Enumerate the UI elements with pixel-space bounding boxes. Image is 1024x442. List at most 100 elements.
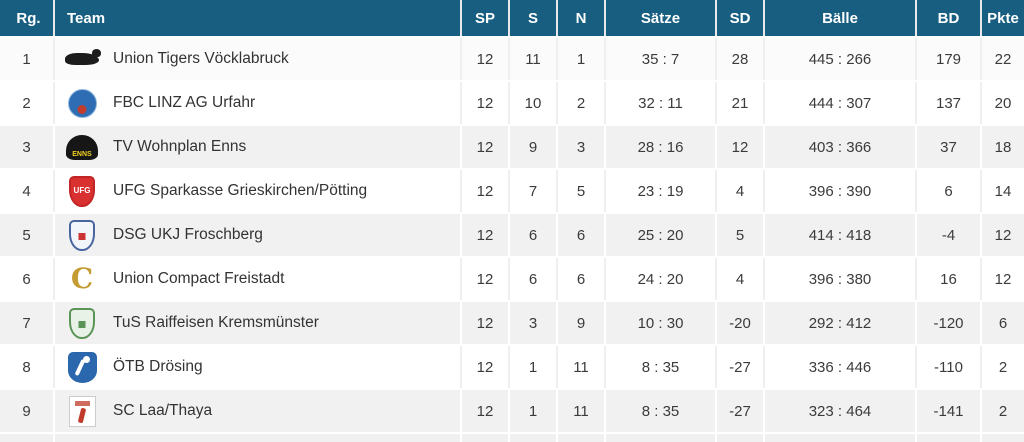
cell-empty [765, 434, 917, 442]
cell-s: 7 [510, 170, 558, 212]
cell-pkte: 18 [982, 126, 1024, 168]
cell-baelle: 336 : 446 [765, 346, 917, 388]
cell-bd: -141 [917, 390, 982, 432]
team-name[interactable]: UFG Sparkasse Grieskirchen/Pötting [113, 182, 368, 199]
cell-empty [55, 434, 462, 442]
cell-rank: 6 [0, 258, 55, 300]
cell-pkte: 2 [982, 346, 1024, 388]
team-name[interactable]: TuS Raiffeisen Kremsmünster [113, 314, 319, 331]
cell-bd: -120 [917, 302, 982, 344]
cell-team: TuS Raiffeisen Kremsmünster [55, 302, 462, 344]
cell-team: Union Tigers Vöcklabruck [55, 38, 462, 80]
table-row-partial [0, 434, 1024, 442]
cell-bd: 179 [917, 38, 982, 80]
team-logo-letter-icon: C [71, 265, 93, 293]
column-header-pkte: Pkte [982, 0, 1024, 36]
team-logo [63, 42, 101, 76]
cell-sd: 4 [717, 258, 765, 300]
cell-n: 9 [558, 302, 606, 344]
cell-s: 10 [510, 82, 558, 124]
cell-sd: 12 [717, 126, 765, 168]
cell-empty [510, 434, 558, 442]
logo-text: C [70, 262, 94, 295]
team-logo: C [63, 262, 101, 296]
team-cell: FBC LINZ AG Urfahr [55, 86, 460, 120]
cell-n: 11 [558, 346, 606, 388]
cell-n: 6 [558, 214, 606, 256]
team-logo [63, 306, 101, 340]
cell-rank: 5 [0, 214, 55, 256]
cell-sp: 12 [462, 214, 510, 256]
logo-text: ENNS [72, 150, 92, 158]
team-name[interactable]: TV Wohnplan Enns [113, 138, 247, 155]
team-logo-panther-icon: ENNS [66, 134, 98, 160]
cell-saetze: 35 : 7 [606, 38, 717, 80]
cell-saetze: 28 : 16 [606, 126, 717, 168]
table-row: 4 UFG UFG Sparkasse Grieskirchen/Pötting 12… [0, 170, 1024, 212]
table-row: 2 FBC LINZ AG Urfahr 12 10 2 32 : 11 21 444 : 3… [0, 82, 1024, 124]
logo-text: UFG [73, 186, 91, 195]
cell-bd: 137 [917, 82, 982, 124]
cell-sd: -27 [717, 346, 765, 388]
cell-baelle: 323 : 464 [765, 390, 917, 432]
cell-empty [462, 434, 510, 442]
cell-baelle: 396 : 380 [765, 258, 917, 300]
team-name[interactable]: SC Laa/Thaya [113, 402, 213, 419]
column-header-s: S [510, 0, 558, 36]
cell-bd: 37 [917, 126, 982, 168]
cell-sp: 12 [462, 302, 510, 344]
cell-rank: 3 [0, 126, 55, 168]
table-row: 8 ÖTB Drösing 12 1 11 8 : 35 -27 336 : 446 -110 2 [0, 346, 1024, 388]
cell-n: 11 [558, 390, 606, 432]
column-header-sp: SP [462, 0, 510, 36]
cell-team: C Union Compact Freistadt [55, 258, 462, 300]
team-logo [63, 218, 101, 252]
column-header-team: Team [55, 0, 462, 36]
table-row: 3 ENNS TV Wohnplan Enns 12 9 3 28 : 16 12 403 : … [0, 126, 1024, 168]
cell-saetze: 8 : 35 [606, 390, 717, 432]
cell-sd: 21 [717, 82, 765, 124]
cell-empty [717, 434, 765, 442]
table-row: 5 DSG UKJ Froschberg 12 6 6 25 : 20 5 414 : 418… [0, 214, 1024, 256]
cell-sp: 12 [462, 258, 510, 300]
team-logo: ENNS [63, 130, 101, 164]
column-header-rank: Rg. [0, 0, 55, 36]
team-cell: Union Tigers Vöcklabruck [55, 42, 460, 76]
team-name[interactable]: Union Compact Freistadt [113, 270, 285, 287]
cell-s: 3 [510, 302, 558, 344]
team-logo [63, 350, 101, 384]
table-row: 9 SC Laa/Thaya 12 1 11 8 : 35 -27 323 : 464 -141… [0, 390, 1024, 432]
team-logo-card-icon [68, 395, 96, 427]
cell-pkte: 22 [982, 38, 1024, 80]
team-logo-shield-icon [69, 307, 95, 339]
column-header-baelle: Bälle [765, 0, 917, 36]
cell-empty [917, 434, 982, 442]
logo-detail [78, 232, 86, 240]
table-row: 7 TuS Raiffeisen Kremsmünster 12 3 9 10 : 30-… [0, 302, 1024, 344]
cell-team: SC Laa/Thaya [55, 390, 462, 432]
cell-s: 6 [510, 214, 558, 256]
team-name[interactable]: ÖTB Drösing [113, 358, 203, 375]
team-name[interactable]: FBC LINZ AG Urfahr [113, 94, 256, 111]
cell-saetze: 25 : 20 [606, 214, 717, 256]
cell-saetze: 23 : 19 [606, 170, 717, 212]
team-name[interactable]: DSG UKJ Froschberg [113, 226, 263, 243]
cell-saetze: 8 : 35 [606, 346, 717, 388]
cell-sp: 12 [462, 82, 510, 124]
cell-empty [982, 434, 1024, 442]
cell-bd: 6 [917, 170, 982, 212]
cell-rank: 2 [0, 82, 55, 124]
cell-team: FBC LINZ AG Urfahr [55, 82, 462, 124]
cell-sp: 12 [462, 126, 510, 168]
cell-bd: -4 [917, 214, 982, 256]
cell-n: 6 [558, 258, 606, 300]
cell-saetze: 10 : 30 [606, 302, 717, 344]
cell-sp: 12 [462, 390, 510, 432]
cell-s: 11 [510, 38, 558, 80]
team-logo-shield-icon: UFG [69, 175, 95, 207]
team-name[interactable]: Union Tigers Vöcklabruck [113, 50, 289, 67]
cell-bd: 16 [917, 258, 982, 300]
cell-rank: 4 [0, 170, 55, 212]
team-logo: UFG [63, 174, 101, 208]
team-logo [63, 394, 101, 428]
